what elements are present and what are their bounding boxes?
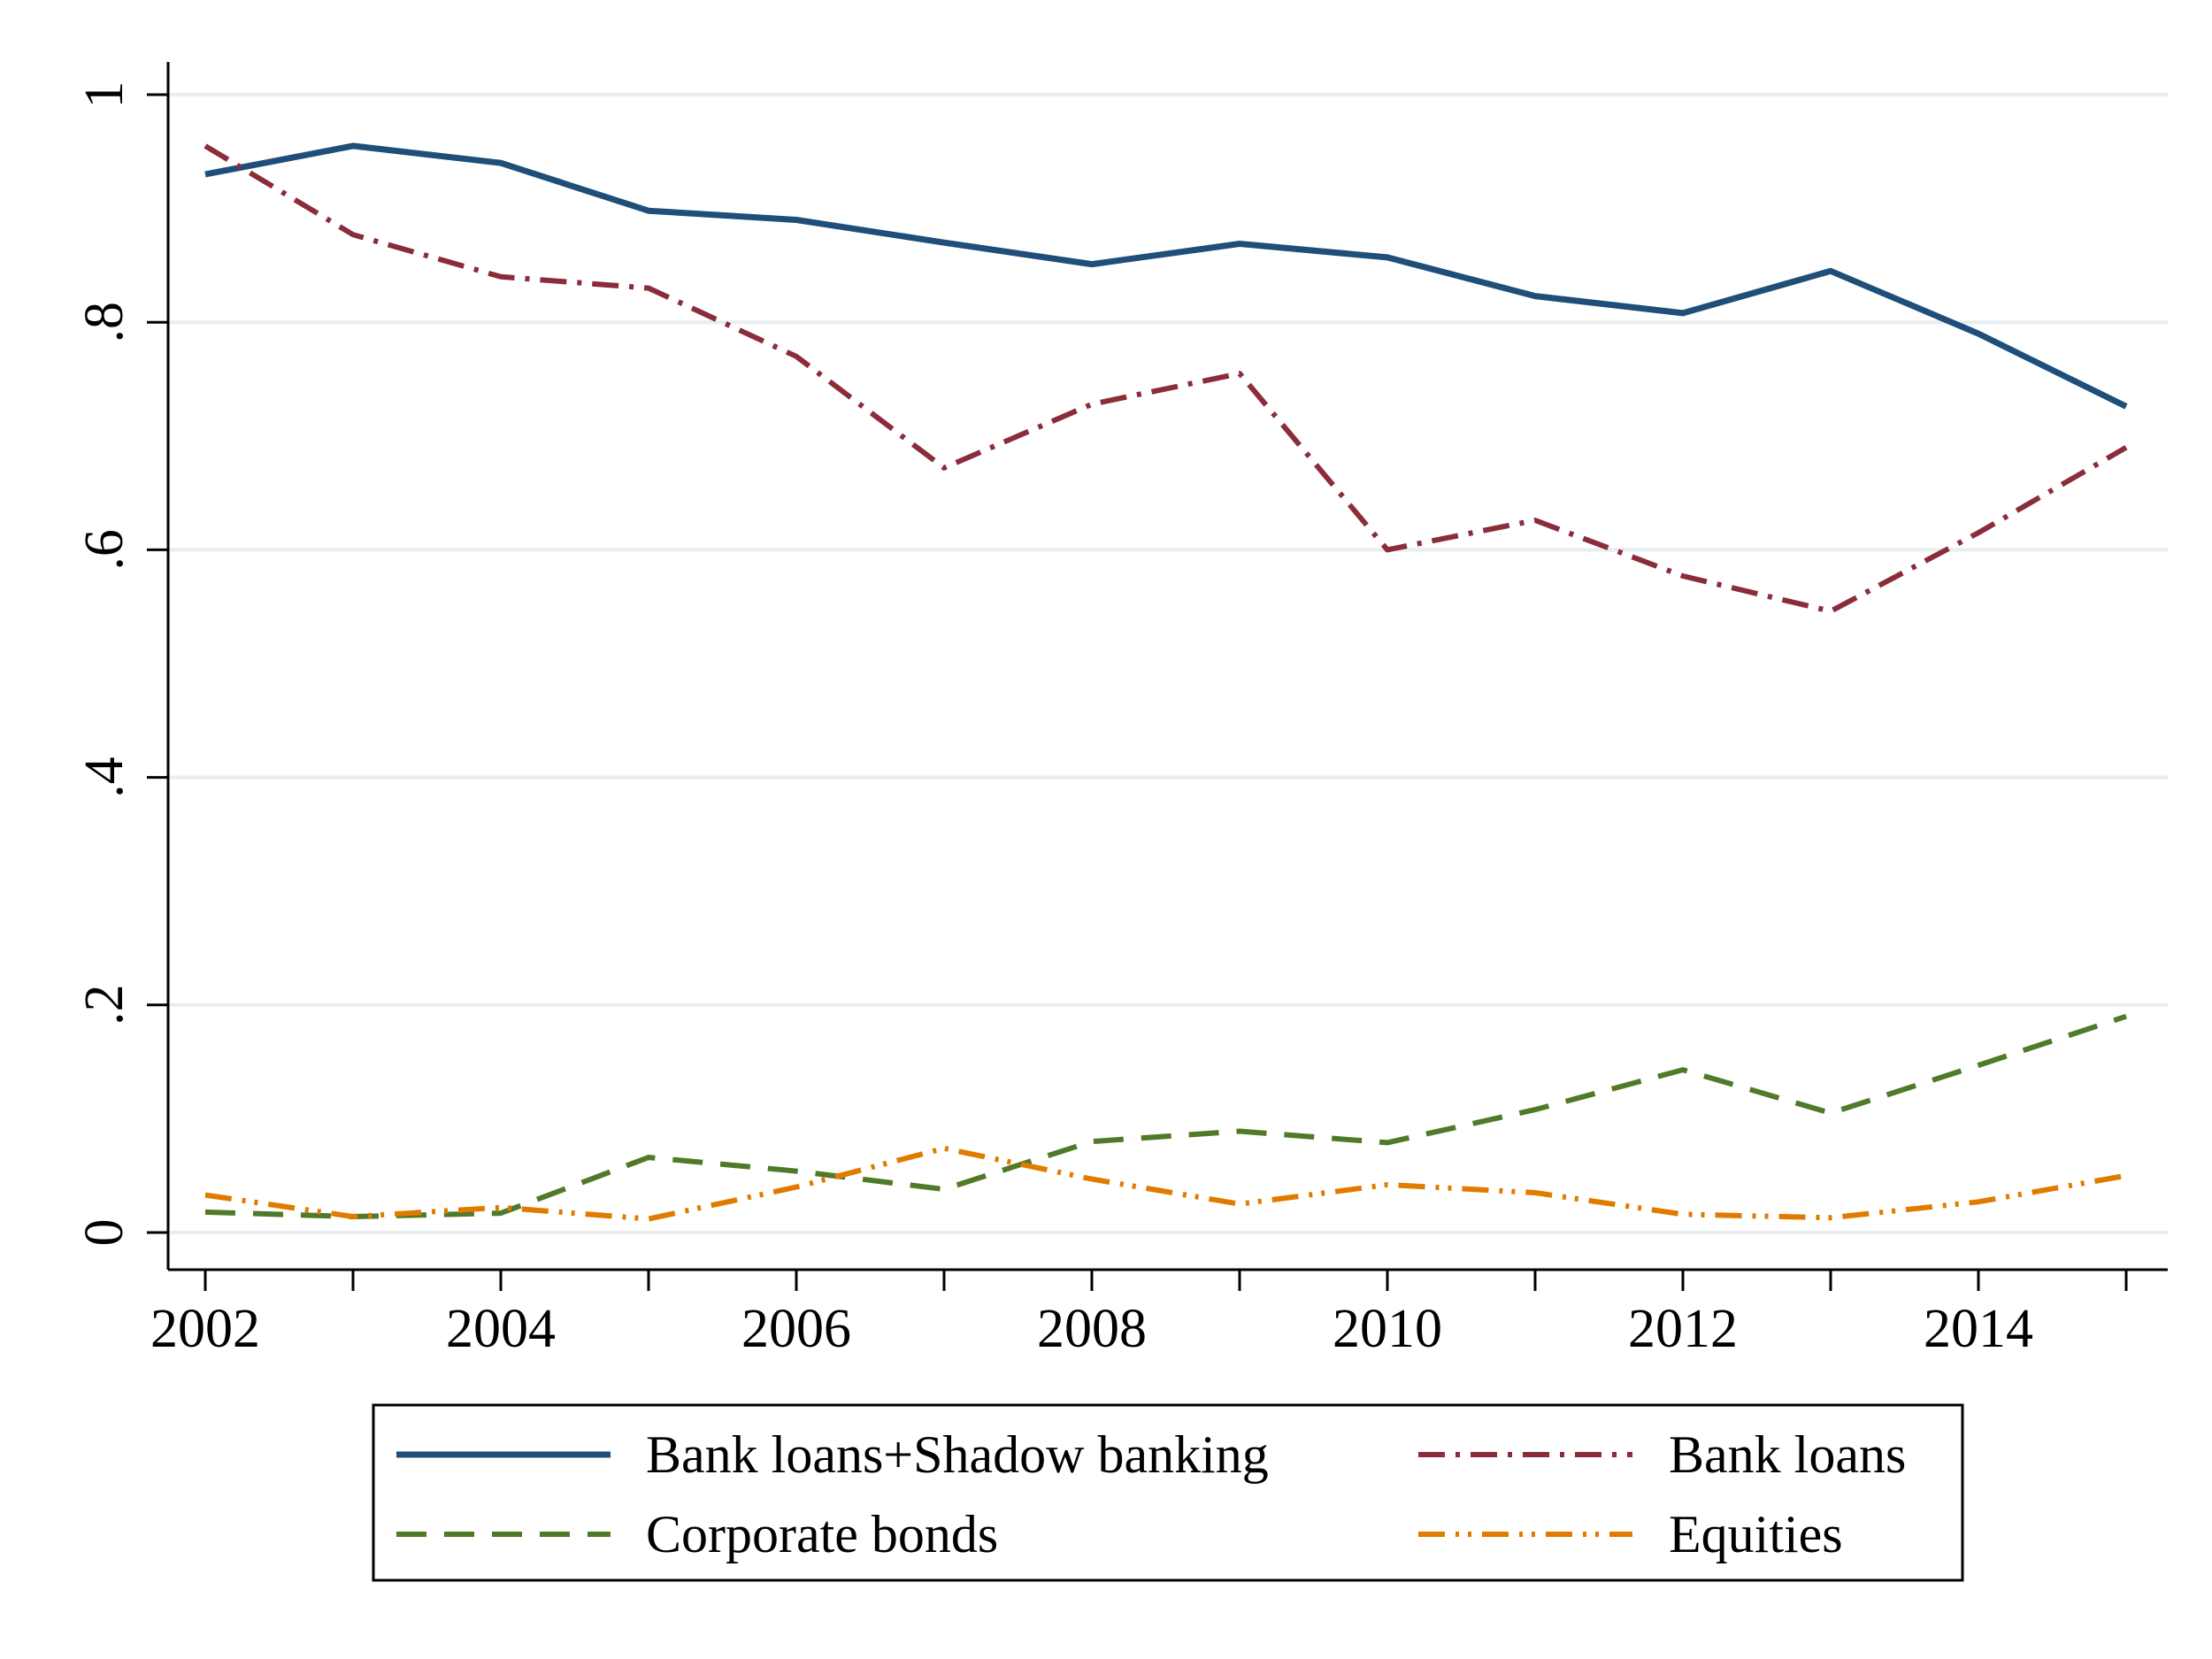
series-line-2 [204,1013,2127,1219]
legend-label-3: Equities [1669,1505,1843,1563]
x-tick-label: 2004 [446,1299,556,1359]
legend: Bank loans+Shadow banking Bank loans Corpo… [372,1403,1964,1582]
y-tick-label: 1 [74,81,134,109]
y-tick-label: .6 [74,529,134,571]
x-tick-label: 2002 [150,1299,260,1359]
legend-box [372,1403,1964,1582]
series-line-1 [204,143,2128,614]
y-tick-label: 0 [74,1219,134,1247]
series-lines [204,142,2128,1222]
x-tick-label: 2006 [741,1299,851,1359]
legend-label-0: Bank loans+Shadow banking [646,1425,1269,1484]
series-line-0 [204,142,2128,410]
y-tick-label: .8 [74,302,134,343]
series-line-3 [204,1145,2127,1222]
y-tick-label: .2 [74,985,134,1026]
x-tick-label: 2008 [1037,1299,1147,1359]
x-tick-label: 2010 [1333,1299,1442,1359]
x-tick-label: 2012 [1628,1299,1738,1359]
y-tick-label: .4 [74,757,134,798]
legend-label-1: Bank loans [1669,1425,1906,1484]
gridlines [168,93,2168,1234]
axes: 0 .2 .4 .6 .8 1 2002 2004 2006 2008 2010 2012 2014 [74,62,2168,1359]
legend-label-2: Corporate bonds [646,1505,998,1563]
x-tick-label: 2014 [1924,1299,2033,1359]
